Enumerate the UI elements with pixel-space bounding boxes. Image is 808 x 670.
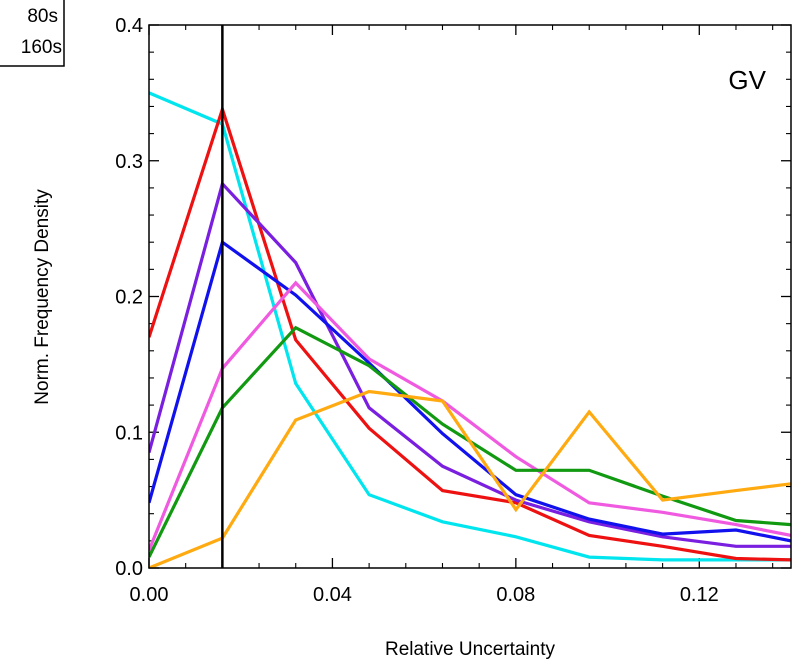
panel-label: GV [728, 65, 766, 95]
series-line-6 [149, 325, 791, 558]
series-line-1 [149, 91, 791, 562]
series-layer [149, 91, 791, 568]
y-tick-label: 0.1 [115, 422, 143, 444]
y-axis-title: Norm. Frequency Density [32, 189, 53, 405]
x-tick-label: 0.04 [313, 584, 352, 606]
series-group [149, 91, 791, 568]
legend-box [0, 0, 65, 67]
x-tick-label: 0.00 [130, 584, 169, 606]
series-line-2 [149, 103, 791, 562]
legend: 80s 160s [0, 0, 65, 67]
legend-entry-160s: 160s [21, 37, 62, 58]
x-tick-label: 0.12 [680, 584, 719, 606]
y-tick-label: 0.2 [115, 287, 143, 309]
series-line-7 [149, 389, 791, 568]
legend-entry-80s: 80s [27, 6, 58, 27]
x-axis-title: Relative Uncertainty [385, 639, 556, 660]
series-line-3 [149, 180, 791, 548]
y-tick-label: 0.4 [115, 15, 143, 37]
axes: 0.0 0.1 0.2 0.3 0.4 0.00 0.04 0.08 0.12 [115, 15, 791, 606]
series-line-5 [149, 280, 791, 551]
series-line-4 [149, 239, 791, 543]
plot-frame [148, 24, 792, 569]
y-tick-label: 0.0 [115, 558, 143, 580]
y-tick-label: 0.3 [115, 151, 143, 173]
x-tick-label: 0.08 [496, 584, 535, 606]
